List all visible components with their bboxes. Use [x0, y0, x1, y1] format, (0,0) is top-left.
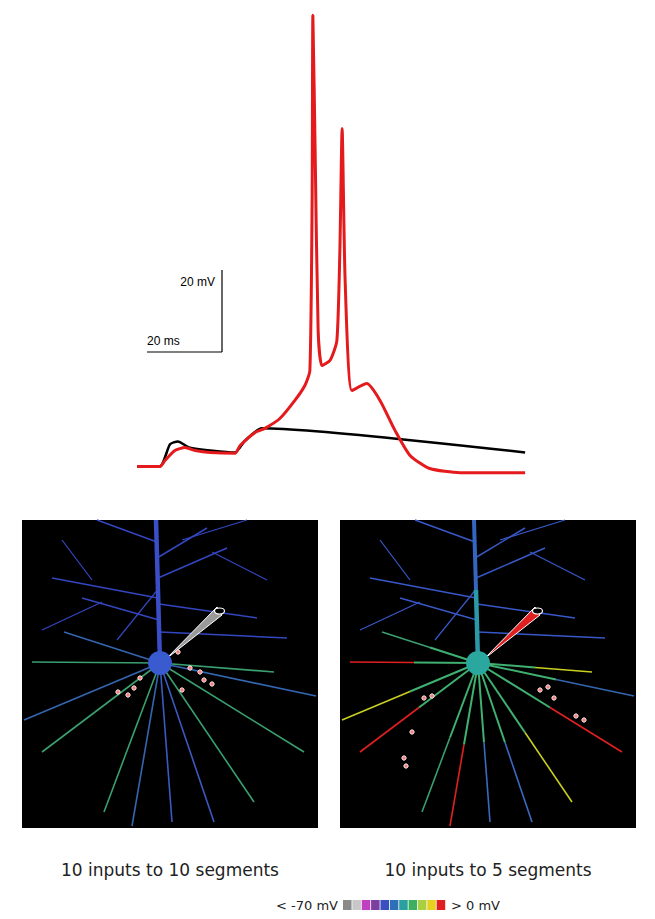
svg-text:< -70 mV: < -70 mV — [276, 898, 338, 913]
svg-text:20 mV: 20 mV — [180, 275, 215, 289]
svg-text:10 inputs to 5 segments: 10 inputs to 5 segments — [384, 860, 591, 880]
svg-text:20 ms: 20 ms — [147, 334, 180, 348]
svg-text:10 inputs to 10 segments: 10 inputs to 10 segments — [61, 860, 279, 880]
svg-text:> 0 mV: > 0 mV — [451, 898, 500, 913]
